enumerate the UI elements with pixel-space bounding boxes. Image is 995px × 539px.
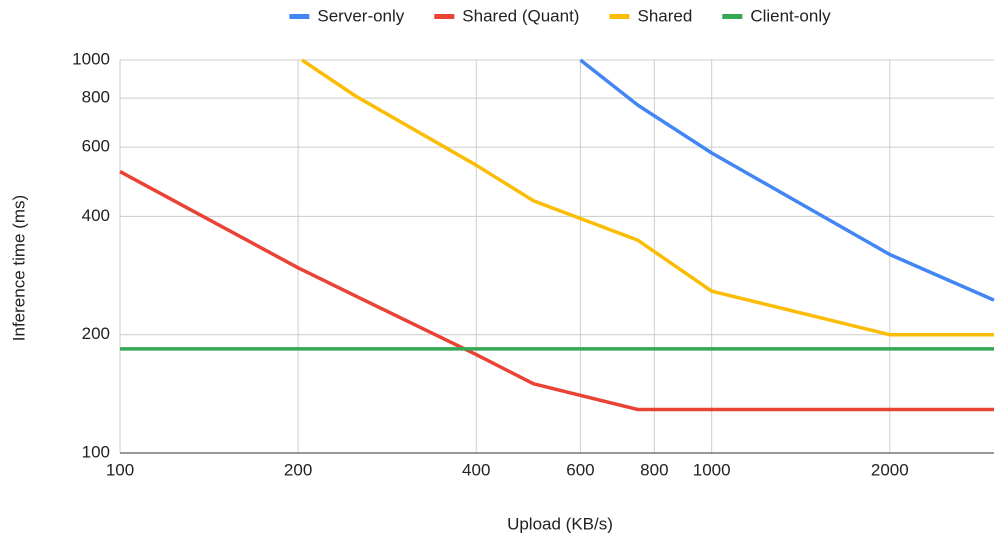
y-axis-label: Inference time (ms) — [9, 195, 28, 341]
legend-label: Shared (Quant) — [462, 6, 579, 25]
legend-swatch — [722, 14, 743, 19]
series-line — [300, 58, 994, 337]
x-tick-label: 600 — [566, 460, 594, 479]
legend: Server-only Shared (Quant) Shared Client-on… — [289, 6, 831, 25]
y-tick-label: 400 — [82, 206, 110, 225]
x-tick-label: 400 — [462, 460, 490, 479]
x-tick-label: 100 — [106, 460, 134, 479]
x-axis-label: Upload (KB/s) — [507, 514, 613, 533]
legend-label: Shared — [637, 6, 692, 25]
grid — [119, 59, 994, 454]
x-tick-label: 800 — [640, 460, 668, 479]
legend-item: Client-only — [722, 6, 831, 25]
legend-swatch — [609, 14, 630, 19]
legend-swatch — [289, 14, 310, 19]
x-tick-label: 2000 — [871, 460, 909, 479]
series-line — [119, 170, 994, 412]
legend-label: Server-only — [317, 6, 404, 25]
legend-item: Server-only — [289, 6, 405, 25]
y-tick-label: 600 — [82, 137, 110, 156]
legend-item: Shared (Quant) — [434, 6, 579, 25]
y-tick-label: 200 — [82, 324, 110, 343]
series-line — [579, 58, 995, 302]
x-tick-label: 200 — [284, 460, 312, 479]
legend-label: Client-only — [750, 6, 831, 25]
legend-swatch — [434, 14, 455, 19]
x-tick-label: 1000 — [693, 460, 731, 479]
y-tick-label: 100 — [82, 442, 110, 461]
y-tick-label: 800 — [82, 88, 110, 107]
legend-item: Shared — [609, 6, 692, 25]
y-tick-label: 1000 — [72, 49, 110, 68]
